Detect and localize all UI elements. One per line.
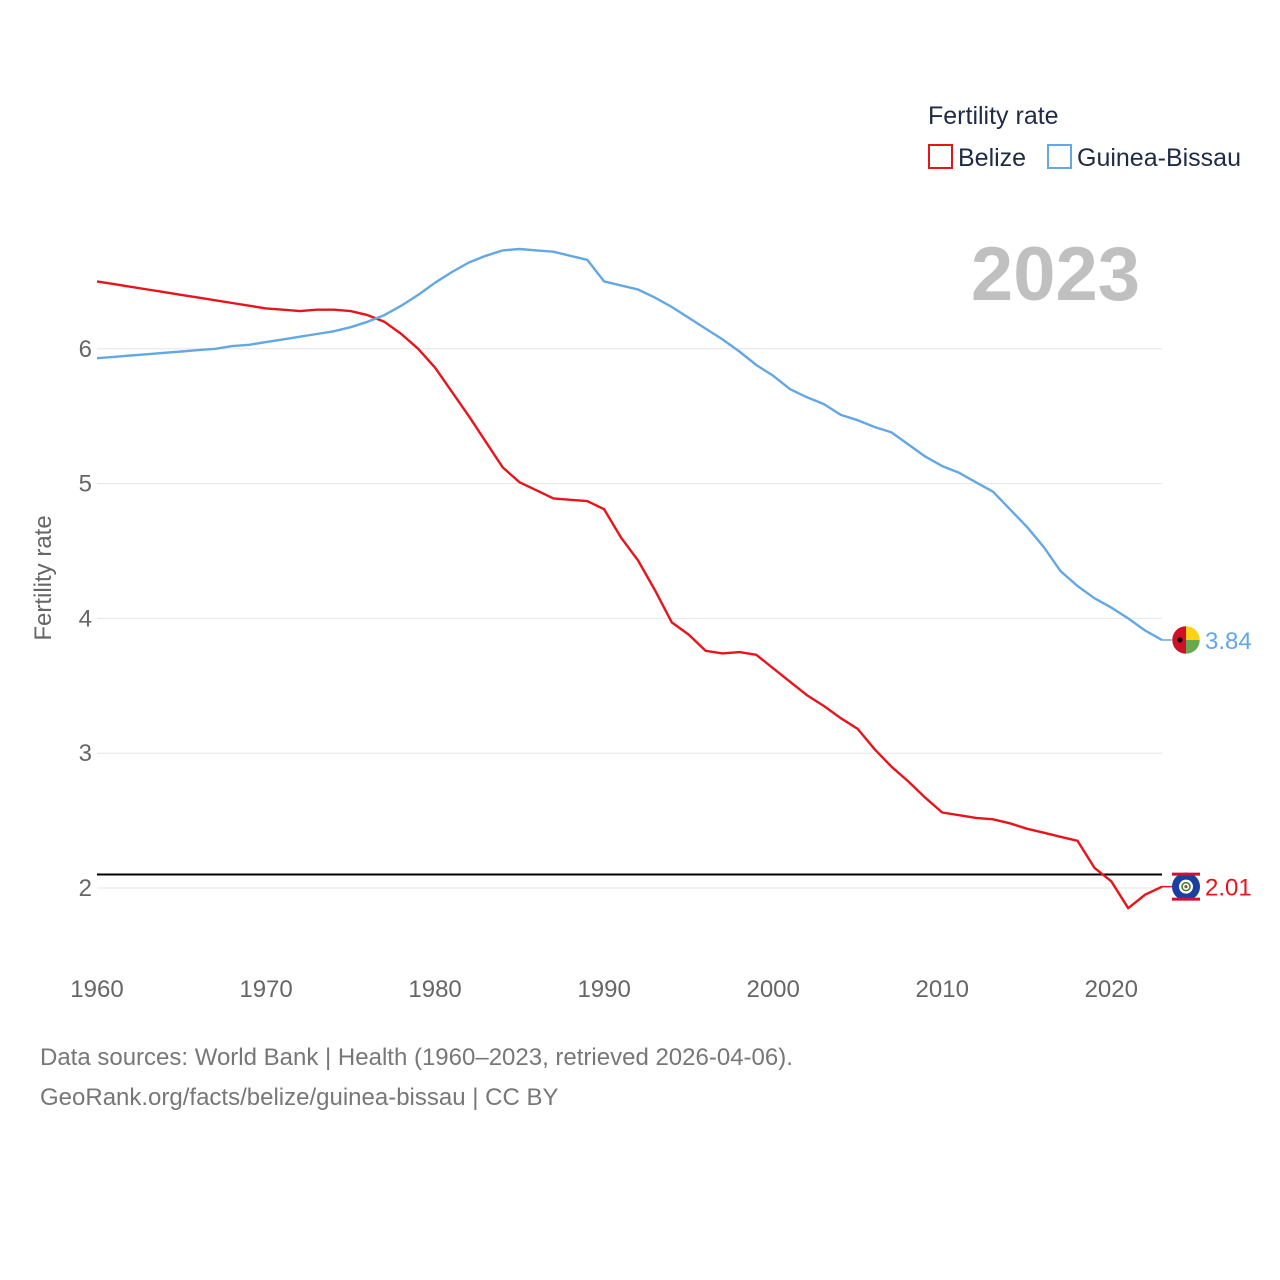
x-tick-label: 1970: [239, 976, 292, 1003]
grid-lines: [97, 348, 1162, 889]
x-tick-label: 2000: [746, 976, 799, 1003]
y-tick-label: 4: [79, 605, 92, 632]
series-line-belize[interactable]: [96, 280, 1163, 910]
y-axis-ticks: 2 3 4 5 6: [79, 336, 92, 902]
x-axis-ticks: 1960 1970 1980 1990 2000 2010 2020: [70, 976, 1138, 1003]
x-tick-label: 1960: [70, 976, 123, 1003]
x-tick-label: 2020: [1085, 976, 1138, 1003]
series-lines: [96, 247, 1163, 910]
legend: Fertility rate Belize Guinea-Bissau: [928, 102, 1241, 172]
y-tick-label: 2: [79, 875, 92, 902]
x-tick-label: 2010: [916, 976, 969, 1003]
end-value-belize: 2.01: [1205, 875, 1252, 902]
end-markers: 2.01 3.84: [1162, 625, 1252, 902]
end-value-guinea-bissau: 3.84: [1205, 628, 1252, 655]
y-tick-label: 6: [79, 336, 92, 363]
y-axis-label: Fertility rate: [30, 515, 57, 640]
footer-source: Data sources: World Bank | Health (1960–…: [40, 1044, 793, 1071]
x-tick-label: 1990: [577, 976, 630, 1003]
flag-icon-belize: [1172, 872, 1200, 901]
y-tick-label: 3: [79, 740, 92, 767]
y-tick-label: 5: [79, 471, 92, 498]
flag-icon-guinea-bissau: [1171, 625, 1201, 655]
legend-swatch-belize[interactable]: [928, 144, 953, 169]
legend-swatch-guinea-bissau[interactable]: [1047, 144, 1072, 169]
legend-title: Fertility rate: [928, 102, 1059, 130]
legend-label-belize[interactable]: Belize: [958, 144, 1026, 172]
footer-attribution: GeoRank.org/facts/belize/guinea-bissau |…: [40, 1084, 559, 1111]
series-line-guinea-bissau[interactable]: [96, 247, 1163, 642]
year-label: 2023: [971, 232, 1140, 317]
legend-label-guinea-bissau[interactable]: Guinea-Bissau: [1077, 144, 1241, 172]
x-tick-label: 1980: [408, 976, 461, 1003]
